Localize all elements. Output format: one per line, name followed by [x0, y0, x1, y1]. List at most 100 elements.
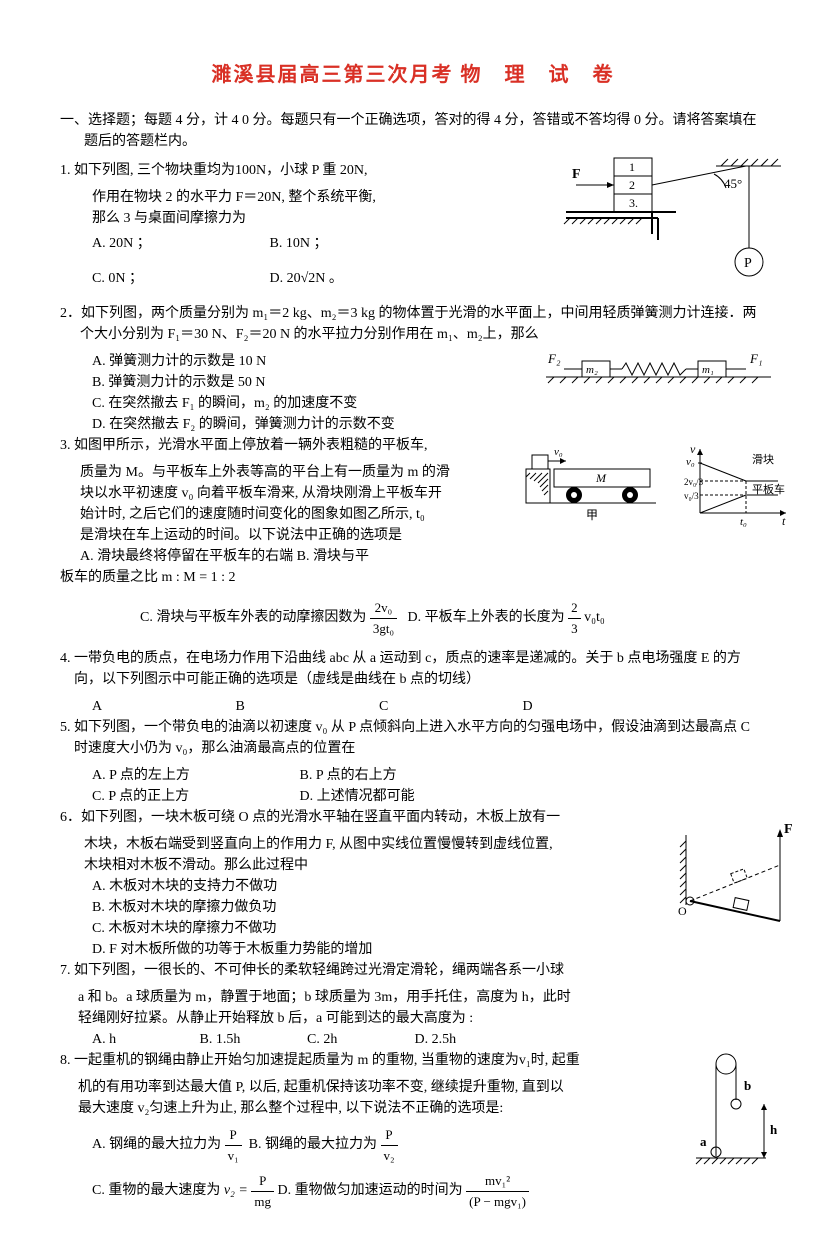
q3-stem-1: 如图甲所示，光滑水平面上停放着一辆外表粗糙的平板车, [74, 438, 428, 453]
q5-b-text: P 点的右上方 [316, 768, 397, 783]
svg-text:v₀/3: v₀/3 [684, 491, 699, 501]
q7-b-t: 1.5h [216, 1032, 241, 1047]
question-7: 7. 如下列图，一很长的、不可伸长的柔软轻绳跨过光滑定滑轮，绳两端各系一小球 a… [60, 960, 766, 1050]
q8-b-pre: B. 钢绳的最大拉力为 [249, 1137, 377, 1152]
q6-num: 6． [60, 810, 81, 825]
q8-b-den: v₂ [381, 1146, 398, 1166]
q3-cd: C. 滑块与平板车外表的动摩擦因数为 2v₀3gt₀ D. 平板车上外表的长度为… [60, 598, 766, 638]
q6-d-text: F 对木板所做的功等于木板重力势能的增加 [109, 942, 372, 957]
svg-text:b: b [744, 1078, 751, 1093]
svg-text:t₀: t₀ [740, 516, 747, 528]
q8-num: 8. [60, 1053, 74, 1068]
q1-opt-c: C. 0N ； [92, 268, 242, 289]
q3-d-den: 3 [568, 619, 581, 639]
svg-text:P: P [744, 256, 752, 271]
q2-stem: 如下列图，两个质量分别为 m₁＝2 kg、m₂＝3 kg 的物体置于光滑的水平面… [80, 306, 757, 342]
q8-stem-2: 机的有用功率到达最大值 P, 以后, 起重机保持该功率不变, 继续提升重物, 直… [60, 1077, 766, 1098]
q7-d-t: 2.5h [432, 1032, 457, 1047]
q6-figure: O F [676, 815, 796, 942]
q7-stem-2: a 和 b。a 球质量为 m，静置于地面；b 球质量为 3m，用手托住，高度为 … [60, 987, 766, 1008]
svg-text:F₁: F₁ [749, 351, 762, 366]
q5-d: D. 上述情况都可能 [300, 786, 415, 807]
svg-text:M: M [595, 471, 607, 485]
q7-stem-1: 如下列图，一很长的、不可伸长的柔软轻绳跨过光滑定滑轮，绳两端各系一小球 [74, 963, 564, 978]
svg-text:a: a [700, 1134, 707, 1149]
q5-c: C. P 点的正上方 [92, 786, 272, 807]
q5-stem: 如下列图，一个带负电的油滴以初速度 v₀ 从 P 点倾斜向上进入水平方向的匀强电… [74, 720, 750, 756]
q7-c: C. 2h [307, 1029, 387, 1050]
q2-num: 2． [60, 306, 81, 321]
q5-b: B. P 点的右上方 [300, 765, 397, 786]
q5-c-text: P 点的正上方 [108, 789, 189, 804]
q1-opt-c-text: 0N ； [108, 271, 143, 286]
q7-d: D. 2.5h [415, 1029, 457, 1050]
q1-opt-b: B. 10N ； [270, 233, 328, 254]
q3-c-pre: C. 滑块与平板车外表的动摩擦因数为 [140, 610, 366, 625]
q3-c-den: 3gt₀ [370, 619, 397, 639]
q1-num: 1. [60, 163, 74, 178]
q8-c-pre: C. 重物的最大速度为 [92, 1183, 220, 1198]
q6-stem-2: 木块，木板右端受到竖直向上的作用力 F, 从图中实线位置慢慢转到虚线位置, [60, 834, 766, 855]
question-2: F₂ m₂ m₁ F₁ 2．如下列图，两个质量分别为 m₁＝2 kg、m₂＝3 … [60, 303, 766, 435]
q4-stem: 一带负电的质点，在电场力作用下沿曲线 abc 从 a 运动到 c，质点的速率是递… [74, 651, 741, 687]
q8-ab: A. 钢绳的最大拉力为 Pv₁ B. 钢绳的最大拉力为 Pv₂ [60, 1125, 766, 1165]
question-5: 5. 如下列图，一个带负电的油滴以初速度 v₀ 从 P 点倾斜向上进入水平方向的… [60, 717, 766, 807]
q3-figure: v₀ M 甲 v t v₀ 2v₀/3 v₀/3 [526, 443, 796, 545]
svg-text:F₂: F₂ [547, 351, 561, 366]
question-6: O F 6．如下列图，一块木板可绕 O 点的光滑水平轴在竖直平面内转动，木板上放… [60, 807, 766, 960]
q3-ab-2: 板车的质量之比 m : M = 1 : 2 [60, 567, 766, 588]
svg-text:O: O [678, 904, 687, 918]
q8-d-pre: D. 重物做匀加速运动的时间为 [278, 1183, 463, 1198]
q1-opt-a-text: 20N ； [109, 236, 151, 251]
q6-c: C. 木板对木块的摩擦力不做功 [60, 918, 766, 939]
q7-stem-3: 轻绳刚好拉紧。从静止开始释放 b 后，a 可能到达的最大高度为 : [60, 1008, 766, 1029]
svg-text:t: t [782, 514, 786, 528]
q8-a-pre: A. 钢绳的最大拉力为 [92, 1137, 221, 1152]
q4-d: D [523, 696, 663, 717]
q3-d-suf: v₀t₀ [584, 610, 605, 625]
q6-c-text: 木板对木块的摩擦力不做功 [108, 921, 276, 936]
q8-c-num: P [251, 1171, 274, 1192]
q2-opt-b-text: 弹簧测力计的示数是 50 N [108, 375, 265, 390]
question-1: 1 2 3. F [60, 160, 766, 303]
q2-figure: F₂ m₂ m₁ F₁ [546, 347, 776, 404]
svg-text:m₁: m₁ [702, 364, 714, 376]
q2-opt-d: D. 在突然撤去 F₂ 的瞬间，弹簧测力计的示数不变 [60, 414, 766, 435]
q8-stem-3: 最大速度 v₂匀速上升为止, 那么整个过程中, 以下说法不正确的选项是: [60, 1098, 766, 1119]
question-3: v₀ M 甲 v t v₀ 2v₀/3 v₀/3 [60, 435, 766, 638]
q8-a-num: P [225, 1125, 242, 1146]
q8-c-lhs: v₂ = [224, 1183, 248, 1198]
question-4: 4. 一带负电的质点，在电场力作用下沿曲线 abc 从 a 运动到 c，质点的速… [60, 648, 766, 717]
q7-b: B. 1.5h [200, 1029, 280, 1050]
q8-cd: C. 重物的最大速度为 v₂ = Pmg D. 重物做匀加速运动的时间为 mv₁… [60, 1171, 766, 1211]
q6-stem-3: 木块相对木板不滑动。那么此过程中 [60, 855, 766, 876]
svg-text:m₂: m₂ [586, 364, 598, 376]
q2-opt-c-text: 在突然撤去 F₁ 的瞬间，m₂ 的加速度不变 [108, 396, 357, 411]
svg-text:F: F [784, 822, 793, 837]
q4-num: 4. [60, 651, 74, 666]
svg-text:3.: 3. [629, 196, 638, 210]
q5-a-text: P 点的左上方 [109, 768, 190, 783]
q1-opt-d: D. 20√2N 。 [270, 268, 343, 289]
q7-a: A. h [92, 1029, 172, 1050]
q2-opt-a-text: 弹簧测力计的示数是 10 N [109, 354, 266, 369]
section-instructions: 一、选择题；每题 4 分，计 4 0 分。每题只有一个正确选项，答对的得 4 分… [60, 110, 766, 152]
q3-num: 3. [60, 438, 74, 453]
q6-a: A. 木板对木块的支持力不做功 [60, 876, 766, 897]
q8-a-den: v₁ [225, 1146, 242, 1166]
q4-c: C [379, 696, 519, 717]
q5-a: A. P 点的左上方 [92, 765, 272, 786]
q1-stem-1: 如下列图, 三个物块重均为100N，小球 P 重 20N, [74, 163, 368, 178]
svg-text:甲: 甲 [586, 508, 598, 522]
q3-d-num: 2 [568, 598, 581, 619]
q6-b-text: 木板对木块的摩擦力做负功 [108, 900, 276, 915]
q4-b: B [236, 696, 376, 717]
q7-a-t: h [109, 1032, 116, 1047]
svg-text:v₀: v₀ [686, 456, 695, 468]
q3-c-num: 2v₀ [370, 598, 397, 619]
q1-opt-a: A. 20N ； [92, 233, 242, 254]
svg-text:平板车: 平板车 [752, 482, 785, 496]
q8-c-den: mg [251, 1192, 274, 1212]
q5-d-text: 上述情况都可能 [317, 789, 415, 804]
q1-opt-b-text: 10N ； [286, 236, 328, 251]
